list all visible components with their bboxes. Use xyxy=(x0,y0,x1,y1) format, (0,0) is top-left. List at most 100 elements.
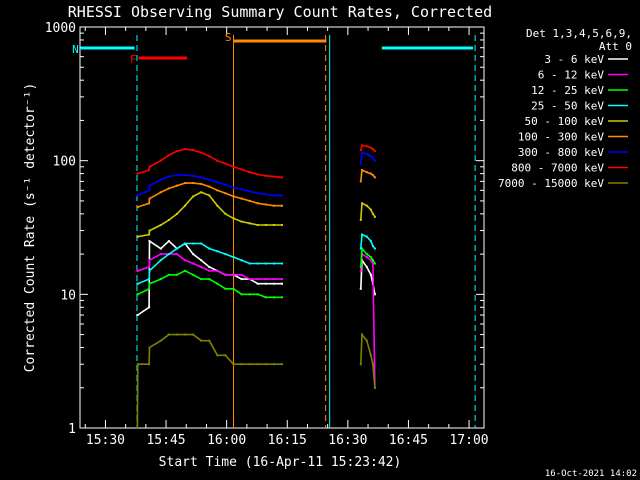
data-point xyxy=(232,287,235,290)
data-point xyxy=(136,363,139,366)
data-point xyxy=(148,229,151,232)
data-point xyxy=(184,242,187,245)
data-point xyxy=(192,253,195,256)
data-point xyxy=(167,253,170,256)
data-point xyxy=(360,202,363,205)
x-tick-label: 15:45 xyxy=(146,433,185,448)
data-point xyxy=(281,224,283,227)
data-point xyxy=(224,212,227,215)
data-point xyxy=(167,273,170,276)
data-point xyxy=(136,194,139,197)
x-tick-label: 17:00 xyxy=(449,433,488,448)
data-point xyxy=(136,172,139,175)
data-point xyxy=(200,182,203,185)
data-point xyxy=(248,278,251,281)
data-point xyxy=(159,253,162,256)
data-point xyxy=(248,363,251,366)
chart-title: RHESSI Observing Summary Count Rates, Co… xyxy=(68,3,492,21)
data-point xyxy=(373,247,376,250)
data-point xyxy=(136,206,139,209)
data-point xyxy=(281,282,283,285)
data-point xyxy=(148,306,151,309)
data-point xyxy=(360,333,363,336)
data-point xyxy=(232,217,235,220)
data-point xyxy=(216,282,219,285)
data-point xyxy=(371,259,374,262)
data-point xyxy=(200,151,203,154)
data-point xyxy=(175,150,178,153)
data-point xyxy=(373,293,376,296)
y-axis-label: Corrected Count Rate (s⁻¹ detector⁻¹) xyxy=(23,83,38,373)
data-point xyxy=(224,183,227,186)
data-point xyxy=(159,159,162,162)
series-line-2 xyxy=(137,246,376,299)
legend-entry-label: 100 - 300 keV xyxy=(518,131,604,144)
data-point xyxy=(200,266,203,269)
data-point xyxy=(256,262,259,265)
data-point xyxy=(148,266,151,269)
data-point xyxy=(216,269,219,272)
x-tick-label: 16:30 xyxy=(328,433,367,448)
data-point xyxy=(148,269,151,272)
data-point xyxy=(281,262,283,265)
data-point xyxy=(369,240,372,243)
data-point xyxy=(208,269,211,272)
data-point xyxy=(256,192,259,195)
data-point xyxy=(192,273,195,276)
data-point xyxy=(369,354,372,357)
data-point xyxy=(208,278,211,281)
data-point xyxy=(256,202,259,205)
data-point xyxy=(167,218,170,221)
data-point xyxy=(264,203,267,206)
data-point xyxy=(369,273,372,276)
data-point xyxy=(248,171,251,174)
data-point xyxy=(256,173,259,176)
data-point xyxy=(373,215,376,218)
data-point xyxy=(281,194,283,197)
legend-entry-label: 12 - 25 keV xyxy=(531,84,604,97)
data-point xyxy=(365,171,368,174)
x-tick-label: 16:00 xyxy=(207,433,246,448)
data-point xyxy=(192,333,195,336)
data-point xyxy=(371,148,374,151)
data-point xyxy=(371,174,374,177)
data-point xyxy=(281,176,283,179)
data-point xyxy=(200,259,203,262)
data-point xyxy=(264,282,267,285)
data-point xyxy=(184,333,187,336)
data-point xyxy=(175,184,178,187)
data-point xyxy=(232,273,235,276)
data-point xyxy=(184,174,187,177)
data-point xyxy=(272,278,275,281)
y-tick-label: 1000 xyxy=(45,21,76,36)
data-point xyxy=(281,296,283,299)
data-point xyxy=(224,192,227,195)
data-point xyxy=(359,287,362,290)
data-point xyxy=(272,204,275,207)
data-point xyxy=(371,363,374,366)
data-point xyxy=(136,282,139,285)
data-point xyxy=(224,162,227,165)
data-point xyxy=(159,191,162,194)
data-point xyxy=(232,256,235,259)
data-point xyxy=(167,154,170,157)
data-point xyxy=(369,208,372,211)
series-line-7 xyxy=(137,144,376,179)
data-point xyxy=(159,259,162,262)
data-point xyxy=(272,262,275,265)
data-point xyxy=(208,185,211,188)
data-point xyxy=(371,262,374,265)
data-point xyxy=(184,269,187,272)
data-point xyxy=(232,363,235,366)
data-point xyxy=(371,156,374,159)
x-tick-label: 16:15 xyxy=(268,433,307,448)
data-point xyxy=(148,197,151,200)
data-point xyxy=(192,182,195,185)
data-point xyxy=(167,333,170,336)
data-point xyxy=(200,278,203,281)
series-line-4 xyxy=(137,191,376,238)
data-point xyxy=(175,247,178,250)
data-point xyxy=(272,224,275,227)
data-point xyxy=(200,191,203,194)
x-axis-label: Start Time (16-Apr-11 15:23:42) xyxy=(159,455,402,470)
